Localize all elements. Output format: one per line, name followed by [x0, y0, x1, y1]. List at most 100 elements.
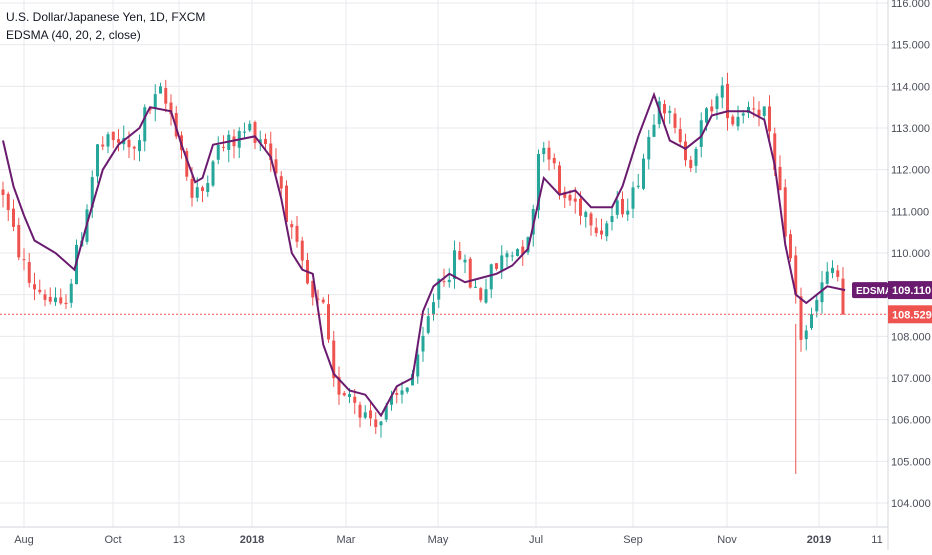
candle-body: [432, 302, 435, 315]
time-tick-label: 13: [173, 534, 185, 546]
candle-body: [274, 159, 278, 174]
time-tick-label: Jul: [529, 534, 543, 546]
candle-body: [143, 107, 147, 142]
candle-body: [710, 106, 714, 112]
candle-body: [689, 159, 693, 169]
candle-body: [195, 187, 199, 198]
price-tags: EDSMA 109.110 108.529: [852, 281, 932, 324]
candle-body: [453, 250, 456, 280]
candle-body: [836, 270, 840, 277]
candle-body: [605, 223, 609, 237]
price-tick-label: 110.000: [891, 248, 930, 260]
candle-body: [594, 227, 598, 234]
candle-body: [579, 198, 582, 216]
candle-body: [825, 271, 829, 284]
candle-body: [705, 108, 708, 123]
candle-body: [321, 299, 325, 303]
candle-body: [64, 302, 68, 305]
candle-body: [468, 258, 472, 288]
candle-body: [768, 106, 771, 132]
candle-body: [206, 183, 210, 192]
candle-body: [558, 165, 561, 194]
price-tick-label: 115.000: [891, 40, 930, 52]
candle-body: [243, 131, 246, 133]
candle-body: [416, 354, 420, 377]
candle-body: [190, 179, 194, 198]
candle-body: [615, 200, 619, 215]
candle-body: [153, 94, 157, 109]
candle-body: [699, 120, 703, 147]
candle-body: [127, 139, 131, 148]
candle-body: [379, 421, 383, 426]
edsma-tag-value-bg: [888, 281, 932, 300]
candle-body: [400, 390, 404, 395]
last-price-tag-value: 108.529: [892, 309, 932, 321]
time-tick-label: Sep: [623, 534, 643, 546]
indicator-title[interactable]: EDSMA (40, 20, 2, close): [6, 28, 141, 42]
time-tick-label: Mar: [337, 534, 356, 546]
candle-body: [715, 96, 719, 109]
candle-body: [216, 145, 220, 160]
candle-body: [300, 240, 304, 261]
candle-body: [59, 297, 63, 304]
candle-body: [132, 146, 136, 149]
candle-body: [573, 198, 577, 202]
edsma-tag-value: 109.110: [892, 285, 931, 297]
candle-body: [474, 286, 477, 288]
candle-body: [159, 86, 162, 94]
candle-body: [694, 148, 698, 166]
candle-body: [500, 255, 504, 271]
candle-body: [337, 376, 341, 395]
candle-body: [279, 176, 283, 189]
time-tick-label: 2019: [807, 534, 831, 546]
candle-body: [820, 282, 824, 303]
candle-body: [720, 85, 724, 98]
symbol-title[interactable]: U.S. Dollar/Japanese Yen, 1D, FXCM: [6, 10, 206, 24]
candle-body: [815, 299, 819, 312]
candle-body: [22, 259, 26, 261]
candle-body: [117, 139, 120, 143]
candle-body: [369, 410, 372, 419]
candle-body: [17, 225, 21, 258]
last-price-tag: 108.529: [888, 305, 932, 324]
candle-body: [726, 83, 729, 119]
candle-body: [752, 108, 756, 110]
candle-body: [783, 187, 787, 237]
candle-body: [384, 405, 388, 420]
candle-body: [411, 373, 414, 386]
candle-body: [264, 138, 267, 145]
candle-body: [222, 146, 225, 148]
edsma-tag-name: EDSMA: [856, 286, 892, 297]
candle-body: [794, 255, 798, 295]
candle-body: [741, 113, 745, 116]
candle-body: [48, 296, 52, 302]
candle-body: [269, 143, 273, 161]
price-tick-label: 112.000: [891, 165, 930, 177]
price-tick-label: 111.000: [891, 206, 929, 218]
candles: [1, 72, 845, 474]
candle-body: [600, 230, 603, 235]
candle-body: [841, 278, 845, 315]
candle-body: [652, 124, 656, 137]
time-axis[interactable]: Aug Oct 13 2018 Mar May Jul Sep Nov 2019 11: [14, 534, 883, 546]
time-tick-label: 11: [871, 534, 882, 546]
edsma-line: [2, 91, 846, 418]
candle-body: [668, 110, 672, 113]
time-tick-label: Oct: [104, 534, 121, 546]
candle-body: [773, 133, 777, 170]
price-tick-label: 107.000: [891, 373, 931, 385]
candle-body: [568, 194, 572, 201]
price-tick-label: 106.000: [891, 415, 931, 427]
edsma-tag: EDSMA 109.110: [852, 281, 932, 300]
candle-body: [584, 212, 588, 218]
candle-body: [731, 116, 735, 125]
candle-body: [626, 210, 630, 215]
candle-body: [673, 113, 677, 128]
candle-body: [778, 166, 782, 191]
candle-body: [138, 140, 141, 152]
price-axis[interactable]: 104.000105.000106.000107.000108.000109.0…: [891, 0, 931, 510]
candle-body: [437, 278, 441, 300]
candle-body: [258, 139, 262, 144]
